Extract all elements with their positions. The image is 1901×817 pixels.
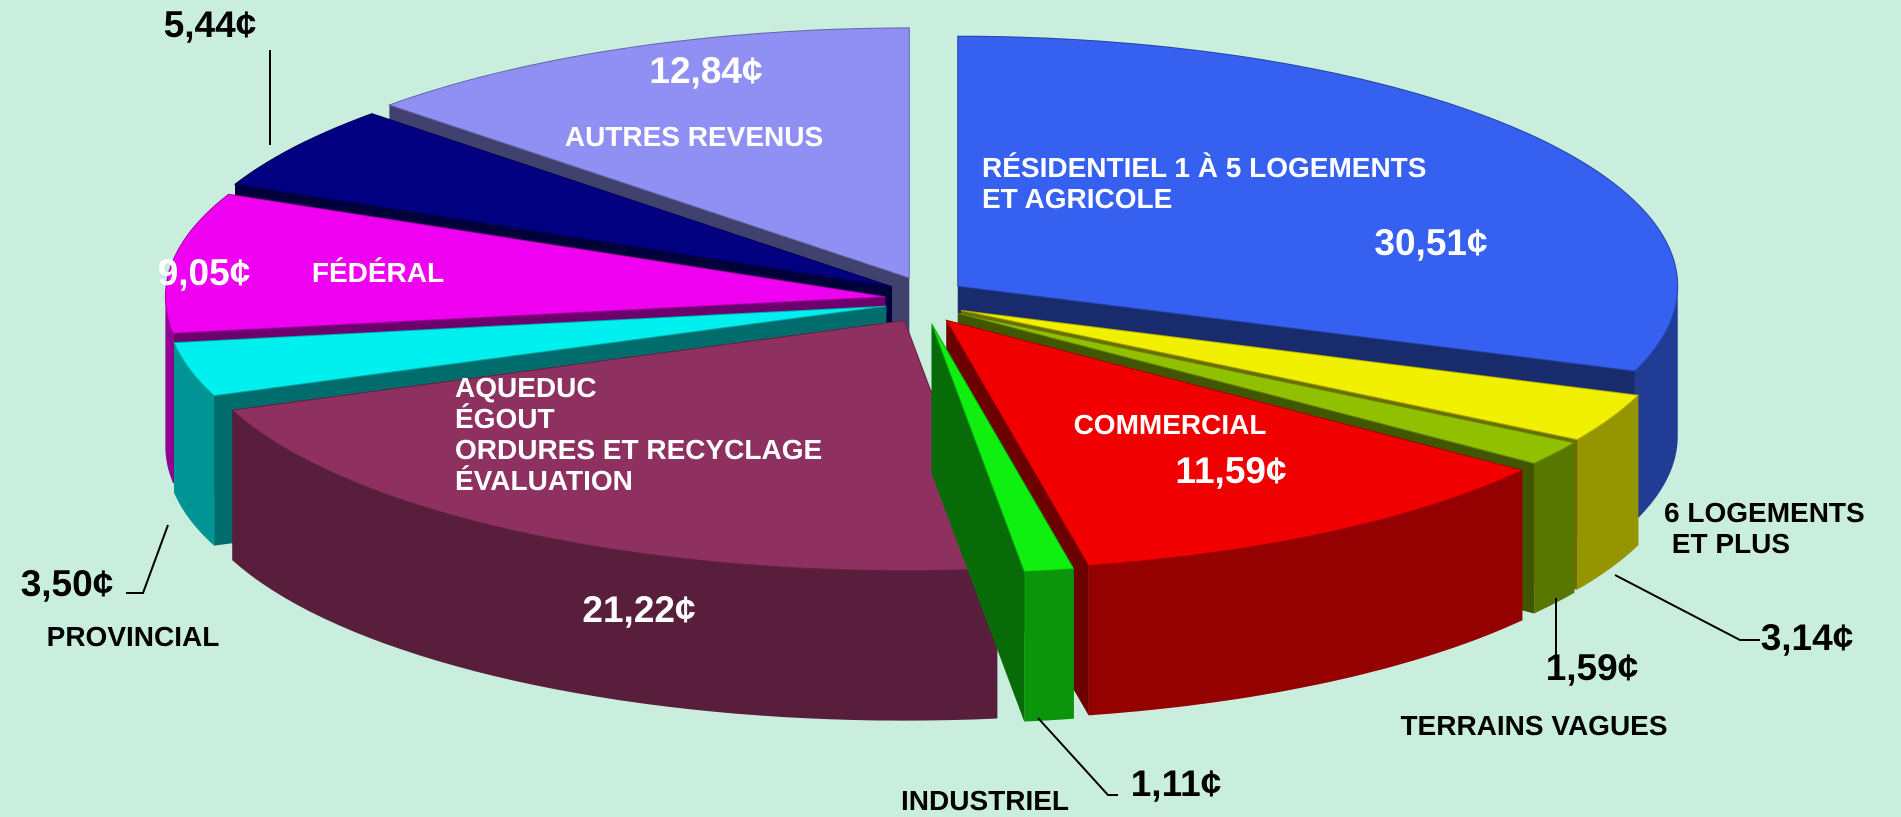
value-label: 3,50¢ xyxy=(21,563,114,604)
label-line: TERRAINS VAGUES xyxy=(1400,710,1667,741)
label-line: ET PLUS xyxy=(1664,528,1790,559)
label-line: INDUSTRIEL xyxy=(901,785,1069,816)
category-label: COMMERCIAL xyxy=(1074,409,1267,440)
slice-wall xyxy=(174,342,215,546)
category-label: INDUSTRIEL xyxy=(901,785,1069,816)
slice-top xyxy=(957,35,1679,372)
slice-top xyxy=(173,305,887,397)
slice-top xyxy=(231,320,998,572)
value-label: 1,11¢ xyxy=(1131,763,1222,804)
slice-top xyxy=(961,309,1640,441)
leader-line xyxy=(126,524,169,594)
slice-top xyxy=(233,113,892,288)
value-label: 11,59¢ xyxy=(1175,450,1286,491)
label-line: FÉDÉRAL xyxy=(312,257,444,288)
category-label: FÉDÉRAL xyxy=(312,257,444,288)
label-line: ÉGOUT xyxy=(455,403,555,434)
value-label: 9,05¢ xyxy=(158,252,251,293)
leader-line xyxy=(1614,574,1760,641)
label-line: ET AGRICOLE xyxy=(982,183,1172,214)
category-label: PROVINCIAL xyxy=(47,621,220,652)
leader-line xyxy=(1037,717,1118,796)
slice-wall xyxy=(1534,442,1575,614)
slice-top xyxy=(931,323,1075,573)
slice-wall xyxy=(1088,470,1523,716)
value-label: 21,22¢ xyxy=(582,589,695,630)
category-label: TERRAINS VAGUES xyxy=(1400,710,1667,741)
value-label: 3,14¢ xyxy=(1761,617,1854,658)
slice-wall xyxy=(165,296,174,484)
slice-top xyxy=(945,319,1524,566)
category-label: 6 LOGEMENTS ET PLUS xyxy=(1664,497,1865,559)
slice-side xyxy=(931,323,1025,722)
slice-wall xyxy=(1024,568,1074,722)
slice-top xyxy=(164,193,886,334)
slice-wall xyxy=(232,410,998,721)
value-label: 5,44¢ xyxy=(164,4,257,45)
category-label: AUTRES REVENUS xyxy=(565,121,823,152)
label-line: RÉSIDENTIEL 1 À 5 LOGEMENTS xyxy=(982,152,1426,183)
value-label: 12,84¢ xyxy=(649,50,762,91)
label-line: 6 LOGEMENTS xyxy=(1664,497,1865,528)
category-label: AQUEDUC ÉGOUT ORDURES ET RECYCLAGE ÉVALUATI… xyxy=(455,372,822,496)
slice-wall xyxy=(1577,395,1639,590)
label-line: AUTRES REVENUS xyxy=(565,121,823,152)
category-label: RÉSIDENTIEL 1 À 5 LOGEMENTS ET AGRICOLE xyxy=(982,152,1426,214)
value-label: 30,51¢ xyxy=(1374,222,1487,263)
slice-wall xyxy=(1634,286,1678,522)
label-line: COMMERCIAL xyxy=(1074,409,1267,440)
label-line: AQUEDUC xyxy=(455,372,597,403)
slice-top xyxy=(387,27,910,279)
label-line: ORDURES ET RECYCLAGE xyxy=(455,434,822,465)
value-label: 1,59¢ xyxy=(1546,647,1639,688)
label-line: PROVINCIAL xyxy=(47,621,220,652)
label-line: ÉVALUATION xyxy=(455,465,633,496)
slice-top xyxy=(958,312,1576,464)
